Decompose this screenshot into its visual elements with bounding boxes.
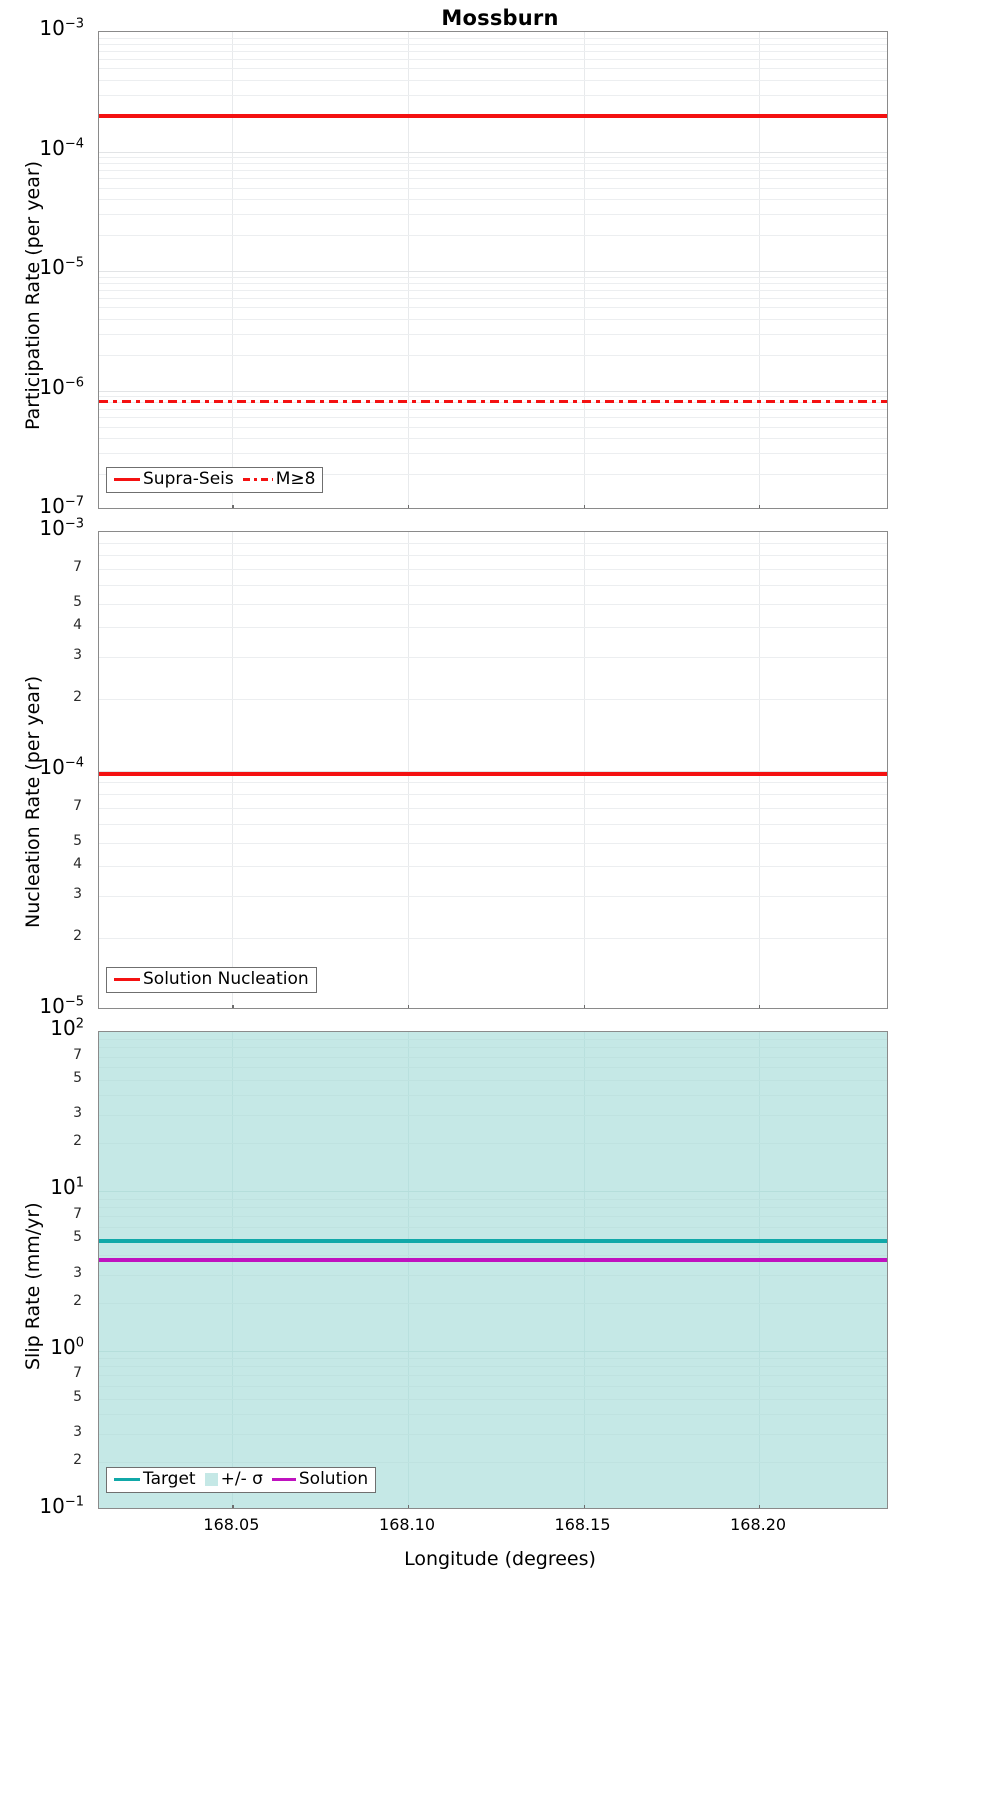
ytick-major-label: 10−3	[39, 516, 84, 540]
series-solution	[99, 1258, 887, 1263]
panel-nucleation-rate	[98, 531, 888, 1009]
line-swatch-icon	[114, 977, 140, 982]
legend-entry-target: Target	[114, 1471, 196, 1488]
ytick-major-label: 101	[50, 1175, 84, 1200]
series-solution-nucleation	[99, 772, 887, 777]
legend-participation: Supra-Seis M≥8	[106, 467, 324, 493]
legend-entry-solution-nucleation: Solution Nucleation	[114, 971, 309, 988]
ytick-major-label: 10−5	[39, 994, 84, 1018]
ytick-minor-label: 2	[73, 928, 82, 945]
xtick-label: 168.10	[379, 1515, 435, 1534]
ytick-minor-label: 2	[73, 1133, 82, 1150]
ytick-minor-label: 7	[73, 1046, 82, 1063]
ytick-major-label: 10−7	[39, 494, 84, 518]
ytick-minor-label: 7	[73, 559, 82, 575]
ytick-major-label: 10−4	[39, 135, 84, 160]
legend-label: M≥8	[275, 469, 316, 489]
legend-entry-sigma: +/- σ	[204, 1469, 263, 1489]
series-m8	[99, 400, 887, 404]
ylabel-slip-rate: Slip Rate (mm/yr)	[22, 1202, 44, 1370]
ytick-major-label: 10−5	[39, 255, 84, 279]
ytick-minor-label: 2	[73, 689, 82, 706]
line-swatch-icon	[114, 1477, 140, 1482]
legend-entry-solution: Solution	[271, 1469, 369, 1489]
band-patch-icon	[204, 1473, 218, 1486]
legend-entry-supra-seis: Supra-Seis	[114, 471, 234, 488]
xlabel-longitude: Longitude (degrees)	[404, 1548, 596, 1570]
ytick-major-label: 10−1	[39, 1494, 84, 1518]
ytick-major-label: 10−3	[39, 16, 84, 40]
ytick-minor-label: 5	[73, 1229, 82, 1246]
panel-participation-rate	[98, 31, 888, 509]
ytick-major-label: 10−6	[39, 374, 84, 399]
ytick-minor-label: 7	[73, 1206, 82, 1222]
line-swatch-icon	[114, 477, 140, 482]
ytick-minor-label: 5	[73, 1070, 82, 1086]
ytick-major-label: 10−4	[39, 755, 84, 779]
legend-entry-m8: M≥8	[242, 469, 316, 489]
ytick-minor-label: 7	[73, 1365, 82, 1382]
legend-label: Solution	[298, 1469, 369, 1489]
ytick-major-label: 102	[50, 1016, 84, 1040]
xtick-label: 168.15	[554, 1515, 611, 1534]
xtick-label: 168.05	[203, 1515, 260, 1534]
dashdot-line-swatch-icon	[242, 478, 273, 481]
ytick-minor-label: 2	[73, 1292, 82, 1309]
series-supra-seis	[99, 113, 887, 118]
ytick-minor-label: 5	[73, 593, 82, 610]
ytick-minor-label: 3	[73, 1105, 82, 1122]
ytick-minor-label: 3	[73, 1264, 82, 1281]
ytick-minor-label: 5	[73, 832, 82, 849]
xtick-label: 168.20	[730, 1515, 787, 1534]
ytick-minor-label: 7	[73, 798, 82, 814]
legend-label: +/- σ	[220, 1469, 263, 1489]
series-target	[99, 1238, 887, 1243]
legend-slip-rate: Target +/- σ Solution	[106, 1467, 377, 1493]
page-title: Mossburn	[441, 6, 559, 30]
ytick-major-label: 100	[50, 1334, 84, 1359]
ylabel-nucleation-rate: Nucleation Rate (per year)	[22, 675, 44, 928]
ytick-minor-label: 3	[73, 886, 82, 902]
ytick-minor-label: 4	[73, 856, 82, 873]
ytick-minor-label: 2	[73, 1452, 82, 1468]
ytick-minor-label: 3	[73, 647, 82, 663]
legend-label: Solution Nucleation	[143, 969, 309, 989]
line-swatch-icon	[271, 1477, 296, 1482]
panel-slip-rate	[98, 1031, 888, 1509]
ytick-minor-label: 4	[73, 617, 82, 634]
legend-label: Supra-Seis	[143, 469, 234, 489]
ytick-minor-label: 3	[73, 1424, 82, 1440]
legend-label: Target	[143, 1469, 196, 1489]
ytick-minor-label: 5	[73, 1388, 82, 1405]
legend-nucleation: Solution Nucleation	[106, 967, 317, 993]
